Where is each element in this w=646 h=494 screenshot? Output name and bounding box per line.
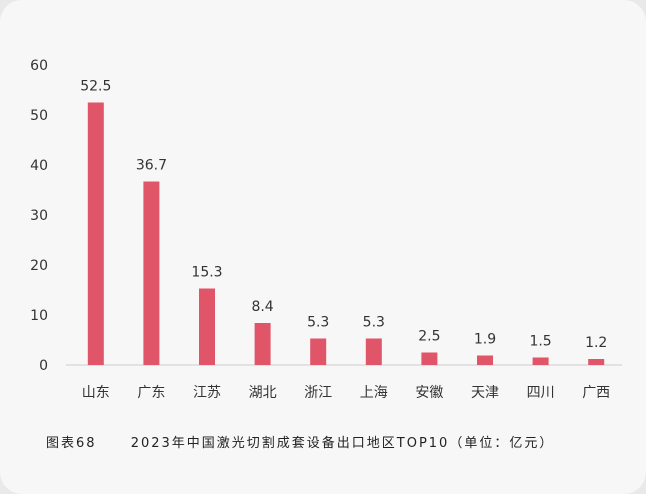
x-axis-labels: 山东 广东 江苏 湖北 浙江 上海 安徽 天津 四川 广西	[82, 385, 610, 401]
x-category-label: 天津	[471, 385, 499, 401]
y-tick-label: 0	[39, 358, 48, 374]
y-tick-label: 30	[30, 208, 48, 224]
bar	[477, 355, 493, 365]
x-category-label: 上海	[360, 385, 388, 401]
bar	[588, 359, 605, 365]
bar	[310, 338, 327, 365]
y-axis-ticks: 0 10 20 30 40 50 60	[30, 58, 48, 374]
bar-value-label: 15.3	[191, 265, 222, 281]
bar	[254, 323, 271, 365]
bar-value-label: 1.5	[529, 334, 551, 350]
figure-caption: 图表68 2023年中国激光切割成套设备出口地区TOP10（单位：亿元）	[46, 432, 554, 451]
bar-value-label: 52.5	[80, 79, 111, 95]
bar-value-label: 36.7	[136, 158, 167, 174]
y-tick-label: 20	[30, 258, 48, 274]
bar	[199, 288, 215, 365]
x-category-label: 安徽	[415, 385, 443, 401]
bar	[365, 338, 382, 365]
x-category-label: 广西	[582, 385, 610, 401]
bar-value-label: 8.4	[251, 299, 273, 315]
x-category-label: 湖北	[249, 385, 277, 401]
bar	[143, 181, 160, 365]
bar	[532, 357, 549, 365]
x-category-label: 广东	[137, 385, 165, 401]
figure-label: 图表68	[46, 436, 97, 451]
bar	[421, 352, 438, 365]
x-category-label: 四川	[527, 385, 555, 401]
y-tick-label: 10	[30, 308, 48, 324]
figure-title: 2023年中国激光切割成套设备出口地区TOP10（单位：亿元）	[130, 436, 555, 451]
y-tick-label: 40	[30, 158, 48, 174]
bar-value-label: 5.3	[363, 315, 385, 331]
x-category-label: 江苏	[193, 385, 221, 401]
bar-value-label: 1.2	[585, 335, 607, 351]
bars	[87, 102, 605, 365]
x-category-label: 山东	[82, 385, 110, 401]
bar-value-label: 5.3	[307, 315, 329, 331]
bar-value-label: 2.5	[418, 329, 440, 345]
x-category-label: 浙江	[304, 385, 332, 401]
bar-value-label: 1.9	[474, 332, 496, 348]
bar	[87, 102, 104, 365]
y-tick-label: 60	[30, 58, 48, 74]
y-tick-label: 50	[30, 108, 48, 124]
value-labels: 52.5 36.7 15.3 8.4 5.3 5.3 2.5 1.9 1.5 1.2	[80, 79, 607, 352]
